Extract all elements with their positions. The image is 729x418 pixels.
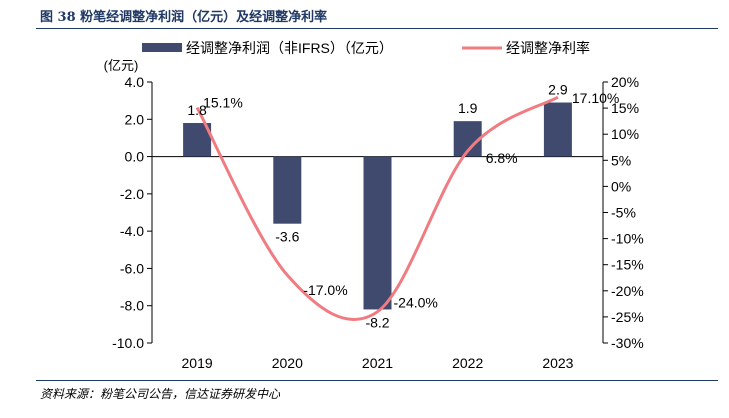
left-axis-tick-label: -2.0 — [120, 186, 144, 202]
net-margin-line — [195, 95, 559, 321]
line-value-label: 17.10% — [572, 90, 619, 106]
left-axis-tick-label: 4.0 — [125, 74, 145, 90]
bars — [183, 102, 572, 310]
left-axis-unit: (亿元) — [104, 58, 139, 73]
legend-bar-swatch — [142, 43, 182, 52]
figure-title: 图 38 粉笔经调整净利润（亿元）及经调整净利率 — [40, 10, 328, 25]
left-axis-tick-label: 0.0 — [125, 149, 145, 165]
bottom-rule — [36, 380, 718, 381]
left-axis-tick-label: -8.0 — [120, 298, 144, 314]
top-rule — [36, 28, 718, 29]
right-axis-tick-label: 0% — [611, 178, 631, 194]
right-axis-tick-label: -25% — [611, 309, 644, 325]
bar — [543, 102, 572, 157]
x-axis-tick-label: 2019 — [182, 355, 213, 371]
line-value-label: -24.0% — [394, 295, 438, 311]
bar-value-label: -8.2 — [365, 314, 389, 330]
right-axis-tick-label: -30% — [611, 335, 644, 351]
bar-value-label: -3.6 — [275, 229, 299, 245]
right-axis-tick-label: 20% — [611, 74, 639, 90]
x-axis-tick-label: 2021 — [362, 355, 393, 371]
legend-line-label: 经调整净利率 — [506, 40, 590, 56]
bar-value-label: 2.9 — [548, 82, 568, 98]
line-value-label: 6.8% — [486, 150, 518, 166]
x-axis-tick-label: 2023 — [542, 355, 573, 371]
x-axis-tick-label: 2020 — [272, 355, 303, 371]
right-axis-tick-label: 10% — [611, 126, 639, 142]
left-axis-tick-label: -6.0 — [120, 260, 144, 276]
left-axis-tick-label: -4.0 — [120, 223, 144, 239]
left-axis-tick-label: -10.0 — [112, 335, 144, 351]
bar-value-label: 1.8 — [187, 102, 207, 118]
bar — [273, 156, 302, 224]
source-note: 资料来源：粉笔公司公告，信达证券研发中心 — [40, 387, 281, 401]
line-value-label: 15.1% — [203, 95, 243, 111]
line-series — [195, 95, 559, 321]
data-labels: 1.8 -3.6 -8.2 1.9 2.9 15.1% -17.0% -24.0% 6.8% 17… — [187, 82, 619, 331]
right-axis-tick-label: -20% — [611, 283, 644, 299]
bar — [363, 156, 392, 310]
right-axis-tick-label: -5% — [611, 205, 636, 221]
x-axis-tick-label: 2022 — [452, 355, 483, 371]
right-axis-tick-label: -10% — [611, 231, 644, 247]
legend-bar-label: 经调整净利润（非IFRS）（亿元） — [186, 40, 393, 56]
bar-value-label: 1.9 — [458, 100, 478, 116]
line-value-label: -17.0% — [303, 282, 347, 298]
right-axis-tick-label: 5% — [611, 152, 631, 168]
legend: 经调整净利润（非IFRS）（亿元） 经调整净利率 — [142, 40, 590, 56]
right-axis-tick-label: -15% — [611, 257, 644, 273]
axes: 4.0 2.0 0.0 -2.0 -4.0 -6.0 -8.0 -10.0 20% 15% 10% 5… — [112, 74, 644, 371]
left-axis-tick-label: 2.0 — [125, 111, 145, 127]
right-axis-tick-label: 15% — [611, 100, 639, 116]
